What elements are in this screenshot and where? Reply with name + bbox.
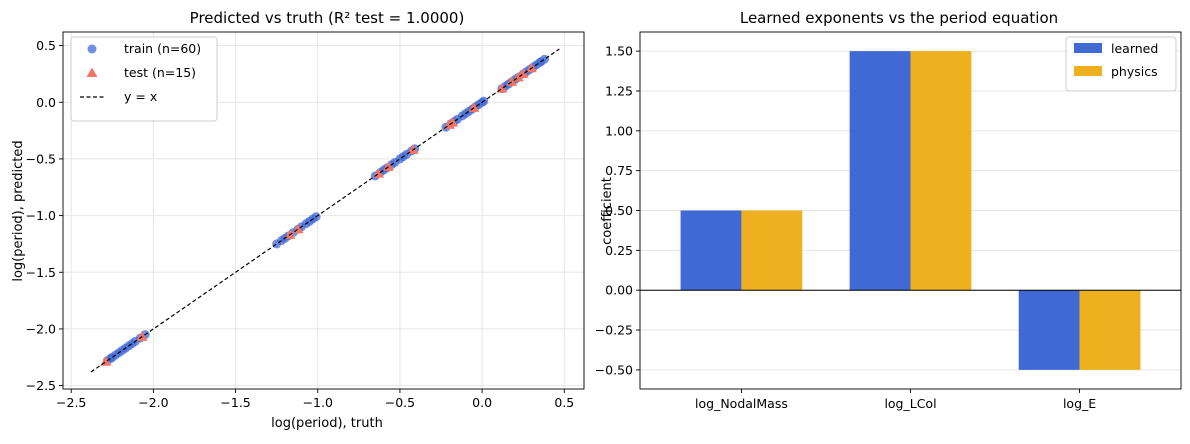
scatter-y-tick-label: −2.0	[26, 321, 56, 336]
bar-y-tick-label: 1.25	[605, 83, 633, 98]
scatter-x-tick-label: −2.5	[56, 395, 86, 410]
scatter-y-axis-label: log(period), predicted	[11, 140, 26, 281]
legend-physics-swatch	[1074, 66, 1102, 76]
bar-y-tick-label: 0.00	[605, 283, 633, 298]
bar-learned	[849, 51, 911, 291]
reference-line	[90, 48, 560, 373]
bar-physics	[910, 51, 972, 291]
bar-title: Learned exponents vs the period equation	[740, 9, 1058, 27]
bar-y-tick-label: 1.50	[605, 44, 633, 59]
scatter-y-tick-label: 0.5	[36, 38, 56, 53]
bar-panel: Learned exponents vs the period equation…	[595, 9, 1182, 411]
bar-legend: learned physics	[1065, 36, 1177, 92]
legend-train-label: train (n=60)	[124, 41, 201, 56]
bar-x-tick-label: log_E	[1063, 396, 1096, 411]
bar-learned	[1018, 290, 1080, 370]
scatter-legend-box	[70, 36, 218, 122]
test-point	[407, 144, 419, 154]
scatter-y-ticks: −2.5 −2.0 −1.5 −1.0 −0.5 0.0 0.5	[26, 38, 63, 393]
bar-x-ticks: log_NodalMass log_LCol log_E	[695, 389, 1096, 411]
bar-physics	[741, 210, 803, 291]
bar-y-tick-label: 0.50	[605, 203, 633, 218]
bar-y-tick-label: −0.25	[595, 323, 633, 338]
bar-x-tick-label: log_LCol	[884, 396, 936, 411]
scatter-x-tick-label: −1.0	[303, 395, 333, 410]
scatter-x-axis-label: log(period), truth	[271, 416, 383, 431]
bar-y-ticks: −0.50 −0.25 0.00 0.25 0.50 0.75 1.00 1.25 1.50	[595, 44, 640, 377]
scatter-x-tick-label: 0.0	[472, 395, 492, 410]
scatter-x-tick-label: −2.0	[138, 395, 168, 410]
bar-y-tick-label: 0.25	[605, 243, 633, 258]
test-point	[525, 62, 537, 73]
bar-learned	[680, 210, 742, 291]
scatter-x-ticks: −2.5 −2.0 −1.5 −1.0 −0.5 0.0 0.5	[56, 389, 574, 410]
legend-test-label: test (n=15)	[124, 65, 196, 80]
legend-ref-label: y = x	[124, 89, 157, 104]
scatter-legend: train (n=60) test (n=15) y = x	[70, 36, 218, 122]
scatter-y-tick-label: −1.5	[26, 265, 56, 280]
bar-y-axis-label: coefficient	[600, 177, 615, 245]
scatter-points	[90, 48, 560, 373]
scatter-plot-area	[62, 31, 585, 390]
scatter-x-tick-label: −1.5	[220, 395, 250, 410]
bar-x-tick-label: log_NodalMass	[695, 396, 788, 411]
legend-physics-label: physics	[1111, 64, 1158, 79]
bar-y-tick-label: 1.00	[605, 123, 633, 138]
scatter-title: Predicted vs truth (R² test = 1.0000)	[190, 9, 465, 27]
scatter-grid	[63, 32, 584, 389]
scatter-y-tick-label: 0.0	[36, 95, 56, 110]
legend-train-marker	[87, 44, 97, 54]
scatter-y-tick-label: −0.5	[26, 151, 56, 166]
scatter-y-tick-label: −1.0	[26, 208, 56, 223]
legend-learned-label: learned	[1111, 41, 1158, 56]
scatter-x-tick-label: −0.5	[385, 395, 415, 410]
scatter-x-tick-label: 0.5	[554, 395, 574, 410]
scatter-panel: Predicted vs truth (R² test = 1.0000) −2…	[11, 9, 585, 431]
bar-y-tick-label: −0.50	[595, 362, 633, 377]
bar-marks	[680, 51, 1141, 370]
bar-y-tick-label: 0.75	[605, 163, 633, 178]
scatter-y-tick-label: −2.5	[26, 378, 56, 393]
legend-learned-swatch	[1074, 43, 1102, 53]
bar-physics	[1079, 290, 1141, 370]
legend-test-marker	[86, 67, 98, 77]
test-point	[284, 229, 296, 239]
